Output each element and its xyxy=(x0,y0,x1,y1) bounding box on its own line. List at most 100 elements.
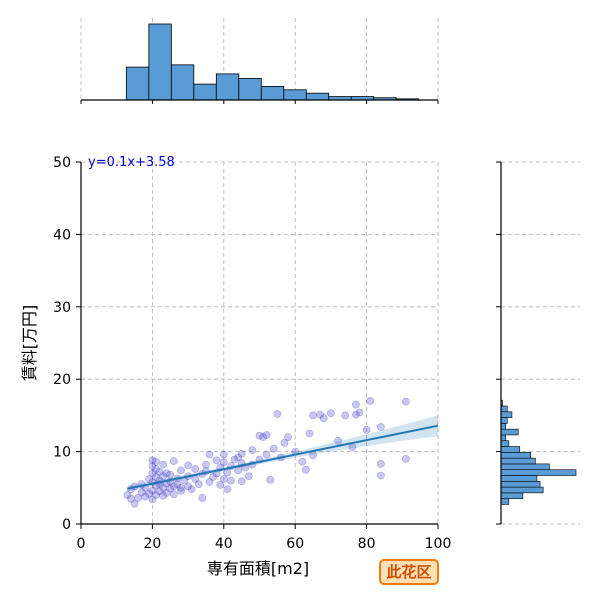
scatter-point xyxy=(148,469,157,478)
scatter-point xyxy=(223,468,232,477)
scatter-point xyxy=(141,492,150,501)
right-hist-bar xyxy=(500,492,524,499)
scatter-point xyxy=(351,400,360,409)
scatter-point xyxy=(376,423,385,431)
scatter-point xyxy=(152,491,160,499)
scatter-point xyxy=(309,411,317,420)
scatter-point xyxy=(152,465,160,473)
scatter-point xyxy=(223,485,232,494)
scatter-point xyxy=(234,466,242,475)
scatter-point xyxy=(401,397,410,406)
regression-equation: y=0.1x+3.58 xyxy=(88,155,175,170)
right-hist-bar xyxy=(500,434,506,442)
scatter-point xyxy=(205,450,214,459)
y-tick-label: 50 xyxy=(53,155,71,171)
scatter-point xyxy=(144,489,153,498)
top-hist-bar xyxy=(283,89,307,101)
scatter-point xyxy=(259,433,267,442)
right-hist-bar xyxy=(500,417,508,424)
scatter-point xyxy=(173,480,182,489)
x-tick-label: 60 xyxy=(286,536,304,552)
scatter-point xyxy=(166,484,175,493)
scatter-point xyxy=(244,472,253,481)
top-hist-bar xyxy=(170,64,195,101)
right-hist-bar xyxy=(500,452,531,459)
scatter-point xyxy=(362,425,371,434)
scatter-point xyxy=(376,460,385,468)
scatter-point xyxy=(334,436,342,445)
scatter-point xyxy=(166,470,175,479)
y-axis-label: 賃料[万円] xyxy=(20,305,39,382)
scatter-point xyxy=(152,473,160,481)
x-axis-label: 専有面積[m2] xyxy=(207,559,309,578)
y-tick-label: 30 xyxy=(53,300,71,316)
right-marginal-histogram xyxy=(500,399,577,505)
axes xyxy=(80,99,502,525)
x-tick-label: 100 xyxy=(425,536,452,552)
scatter-point xyxy=(262,450,271,459)
scatter-point xyxy=(351,410,360,419)
right-hist-bar xyxy=(500,405,508,413)
scatter-point xyxy=(219,475,228,484)
y-tick-label: 0 xyxy=(62,517,71,533)
top-marginal-histogram xyxy=(125,23,420,101)
scatter-point xyxy=(177,483,185,492)
scatter-point xyxy=(376,471,385,480)
right-hist-bar xyxy=(500,423,506,430)
scatter-point xyxy=(280,439,289,447)
scatter-point xyxy=(159,460,168,469)
scatter-point xyxy=(148,486,157,495)
scatter-point xyxy=(177,466,185,475)
scatter-point xyxy=(298,457,307,466)
top-hist-bar xyxy=(238,78,262,101)
x-tick-label: 20 xyxy=(143,536,161,552)
right-hist-bar xyxy=(500,428,519,436)
x-tick-label: 80 xyxy=(358,536,376,552)
scatter-point xyxy=(212,456,221,465)
scatter-point xyxy=(219,458,228,467)
scatter-point xyxy=(152,457,160,466)
x-tick-label: 40 xyxy=(215,536,233,552)
scatter-point xyxy=(162,488,171,497)
right-hist-bar xyxy=(500,469,577,476)
scatter-point xyxy=(255,431,264,440)
scatter-point xyxy=(234,453,242,462)
scatter-point xyxy=(137,488,146,497)
right-hist-bar xyxy=(500,498,510,505)
scatter-point xyxy=(162,469,171,478)
scatter-point xyxy=(123,491,132,499)
scatter-point xyxy=(184,461,192,470)
scatter-point xyxy=(169,482,178,491)
scatter-point xyxy=(316,410,325,419)
right-hist-bar xyxy=(500,463,550,470)
scatter-point xyxy=(155,487,164,496)
y-tick-label: 10 xyxy=(53,445,71,461)
scatter-point xyxy=(177,486,185,495)
scatter-point xyxy=(273,410,282,418)
scatter-point xyxy=(159,483,168,492)
right-hist-bar xyxy=(500,440,510,447)
right-hist-bar xyxy=(500,480,541,488)
scatter-point xyxy=(309,451,317,460)
scatter-point xyxy=(348,443,357,452)
scatter-point xyxy=(269,444,278,453)
scatter-point xyxy=(148,462,157,470)
x-tick-label: 0 xyxy=(77,536,86,552)
right-hist-bar xyxy=(500,475,538,482)
ward-badge: 此花区 xyxy=(379,559,439,585)
scatter-point xyxy=(198,494,207,502)
right-hist-bar xyxy=(500,446,521,453)
top-hist-bar xyxy=(125,66,150,101)
top-hist-bar xyxy=(305,92,330,101)
scatter-point xyxy=(169,457,178,465)
scatter-point xyxy=(127,494,135,503)
scatter-point xyxy=(305,429,314,438)
regression-line xyxy=(127,424,439,490)
scatter-point xyxy=(216,481,225,489)
y-tick-label: 20 xyxy=(53,372,71,388)
y-tick-label: 40 xyxy=(53,227,71,243)
axis-ticks: 0 20 40 60 80 100 0 10 20 30 40 50 xyxy=(53,100,501,552)
scatter-point xyxy=(230,455,239,464)
scatter-point xyxy=(130,499,139,508)
